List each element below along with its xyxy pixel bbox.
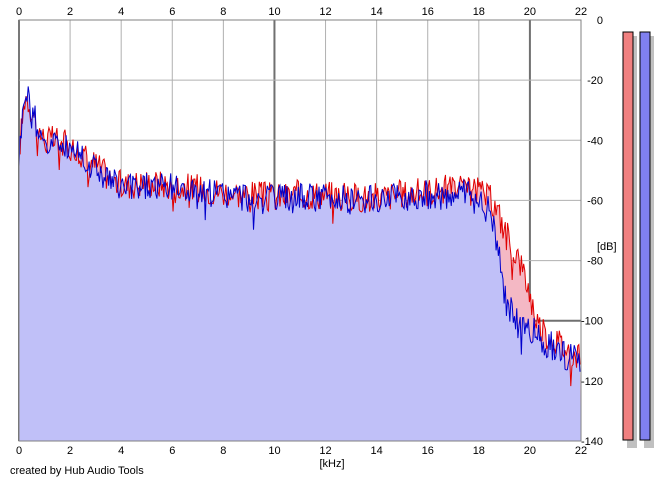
spectrum-areas bbox=[19, 86, 581, 441]
area-right bbox=[19, 86, 581, 441]
x-tick-top: 2 bbox=[67, 6, 73, 18]
x-tick-top: 22 bbox=[575, 6, 587, 18]
x-tick-bottom: 10 bbox=[268, 445, 280, 457]
meter-left bbox=[622, 31, 634, 441]
y-tick: -60 bbox=[587, 195, 603, 207]
line-right bbox=[18, 86, 581, 372]
x-ticks-bottom: 0 2 4 6 8 10 12 14 16 18 20 22 bbox=[16, 445, 587, 457]
plot-frame bbox=[18, 19, 582, 442]
x-tick-top: 10 bbox=[268, 6, 280, 18]
y-tick: -40 bbox=[587, 135, 603, 147]
y-tick: 0 bbox=[597, 15, 603, 27]
x-tick-bottom: 18 bbox=[473, 445, 485, 457]
x-tick-bottom: 14 bbox=[371, 445, 383, 457]
x-tick-top: 18 bbox=[473, 6, 485, 18]
x-tick-top: 6 bbox=[169, 6, 175, 18]
spectrum-lines bbox=[18, 86, 581, 387]
y-tick: -140 bbox=[581, 436, 603, 448]
x-axis-label: [kHz] bbox=[319, 458, 344, 470]
x-tick-bottom: 2 bbox=[67, 445, 73, 457]
y-axis-label: [dB] bbox=[597, 241, 617, 253]
x-ticks-top: 0 2 4 6 8 10 12 14 16 18 20 22 bbox=[16, 6, 587, 18]
credit-text: created by Hub Audio Tools bbox=[10, 465, 144, 477]
x-tick-top: 14 bbox=[371, 6, 383, 18]
x-tick-bottom: 22 bbox=[575, 445, 587, 457]
x-tick-bottom: 12 bbox=[319, 445, 331, 457]
x-tick-bottom: 4 bbox=[118, 445, 124, 457]
x-tick-top: 20 bbox=[524, 6, 536, 18]
y-tick: -100 bbox=[581, 316, 603, 328]
y-tick: -80 bbox=[587, 256, 603, 268]
meter-right bbox=[639, 31, 651, 441]
y-tick: -20 bbox=[587, 75, 603, 87]
x-tick-bottom: 8 bbox=[220, 445, 226, 457]
x-tick-top: 4 bbox=[118, 6, 124, 18]
x-tick-top: 0 bbox=[16, 6, 22, 18]
x-tick-bottom: 6 bbox=[169, 445, 175, 457]
x-tick-top: 8 bbox=[220, 6, 226, 18]
x-tick-bottom: 0 bbox=[16, 445, 22, 457]
x-tick-top: 16 bbox=[422, 6, 434, 18]
x-tick-top: 12 bbox=[319, 6, 331, 18]
y-ticks: 0 -20 -40 -60 -80 -100 -120 -140 bbox=[581, 15, 603, 448]
x-tick-bottom: 20 bbox=[524, 445, 536, 457]
x-tick-bottom: 16 bbox=[422, 445, 434, 457]
y-tick: -120 bbox=[581, 376, 603, 388]
